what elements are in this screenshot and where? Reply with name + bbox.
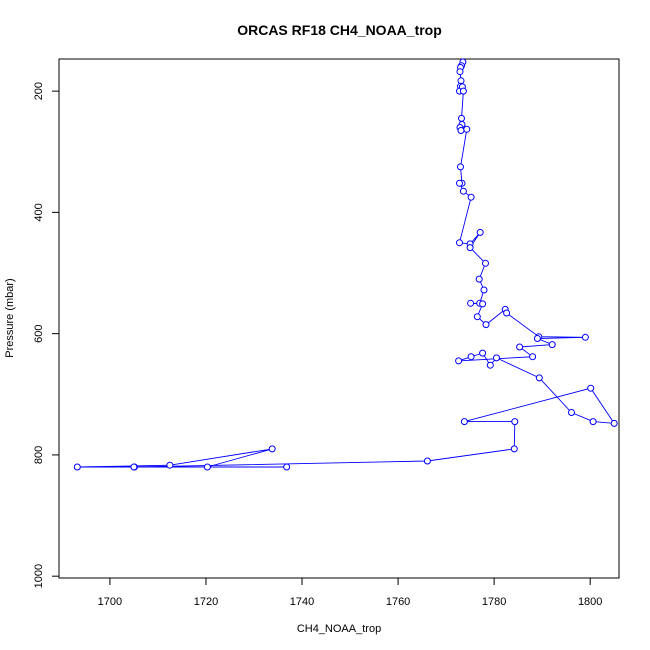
- x-axis: 1700 1720 1740 1760 1780 1800: [98, 578, 602, 608]
- x-tick-label: 1740: [290, 596, 314, 608]
- x-tick-label: 1720: [194, 596, 218, 608]
- x-tick-label: 1760: [386, 596, 410, 608]
- data-point: [460, 418, 468, 426]
- data-point: [457, 127, 465, 134]
- data-point: [486, 361, 494, 369]
- data-point: [510, 445, 518, 453]
- data-point: [283, 463, 291, 471]
- data-point: [476, 228, 484, 236]
- data-point: [457, 163, 464, 171]
- data-point: [455, 357, 463, 365]
- y-tick-label: 800: [33, 446, 45, 464]
- data-point: [463, 125, 471, 133]
- data-point: [166, 461, 174, 469]
- data-point: [548, 341, 556, 349]
- data-point: [568, 409, 575, 416]
- data-point: [587, 384, 595, 392]
- series-line: [77, 61, 616, 468]
- y-tick-label: 1000: [33, 564, 45, 588]
- data-point: [458, 114, 465, 122]
- data-point: [589, 418, 597, 426]
- y-tick-label: 400: [33, 203, 45, 221]
- data-point: [268, 445, 276, 453]
- data-point: [467, 353, 475, 361]
- data-point: [482, 321, 490, 329]
- data-point: [482, 259, 489, 267]
- data-point: [475, 275, 483, 283]
- data-point: [533, 335, 541, 342]
- data-point: [466, 244, 474, 252]
- data-point: [581, 333, 589, 341]
- x-axis-label: CH4_NOAA_trop: [297, 623, 381, 635]
- x-tick-label: 1700: [98, 596, 122, 608]
- data-point: [467, 299, 475, 307]
- plot-frame: [58, 58, 620, 579]
- data-point: [459, 187, 467, 195]
- data-point: [480, 286, 488, 294]
- data-point: [423, 457, 431, 465]
- data-point: [467, 193, 475, 201]
- data-point: [610, 419, 618, 427]
- data-point: [493, 354, 500, 362]
- x-tick-label: 1780: [482, 596, 506, 608]
- y-tick-label: 600: [33, 324, 45, 342]
- data-point: [456, 239, 463, 247]
- data-point: [479, 349, 487, 357]
- x-tick-label: 1800: [578, 596, 602, 608]
- data-point: [479, 300, 487, 308]
- data-point: [459, 87, 467, 95]
- data-point: [473, 313, 481, 321]
- y-axis-label: Pressure (mbar): [4, 278, 16, 357]
- y-tick-label: 200: [33, 82, 45, 100]
- data-point: [529, 353, 537, 361]
- series-ch4: [73, 58, 618, 471]
- data-point: [456, 68, 464, 76]
- data-point: [511, 418, 519, 426]
- y-axis: 200 400 600 800 1000: [33, 82, 59, 588]
- chart-title: ORCAS RF18 CH4_NOAA_trop: [237, 22, 442, 38]
- data-point: [73, 463, 81, 471]
- data-point: [516, 343, 524, 351]
- data-point: [503, 309, 511, 317]
- data-point: [456, 179, 463, 187]
- data-point: [130, 463, 138, 471]
- data-point: [203, 463, 211, 471]
- data-point: [535, 374, 543, 382]
